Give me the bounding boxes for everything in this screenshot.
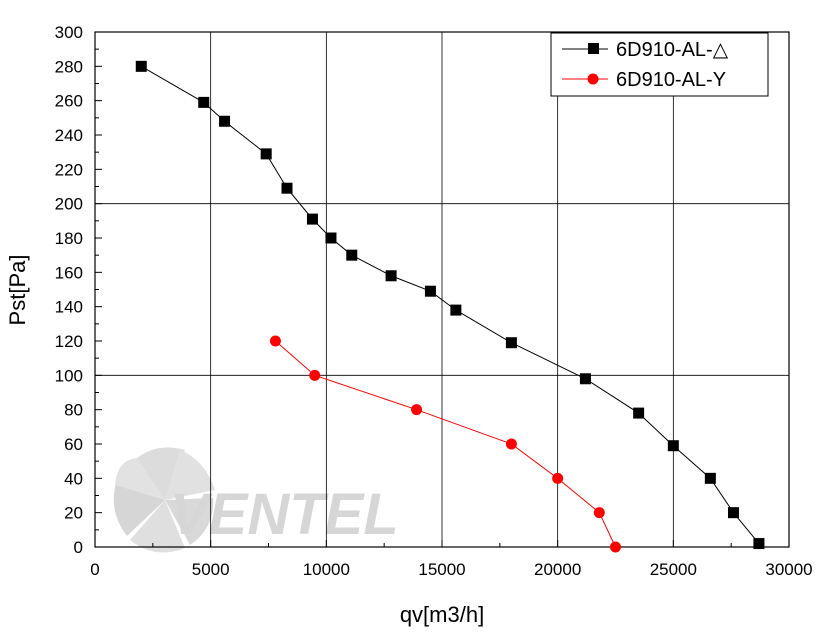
series-1-point xyxy=(281,182,293,194)
y-tick-label: 160 xyxy=(55,263,83,282)
x-tick-label: 20000 xyxy=(534,560,581,579)
series-1-point xyxy=(667,440,679,452)
legend-marker-square xyxy=(588,43,599,54)
series-1-point xyxy=(727,507,739,519)
y-tick-label: 180 xyxy=(55,229,83,248)
series-2-point xyxy=(411,404,423,416)
y-tick-label: 100 xyxy=(55,366,83,385)
y-tick-label: 20 xyxy=(64,504,83,523)
y-axis: 0 20 40 60 80 100 120 140 160 180 200 220 240 260 280 3… xyxy=(55,23,102,557)
y-axis-title: Pst[Pa] xyxy=(5,255,30,326)
x-tick-label: 5000 xyxy=(192,560,230,579)
legend-label-series-2: 6D910-AL-Y xyxy=(616,69,726,91)
watermark-text-gray: VENTEL xyxy=(170,482,399,547)
y-tick-label: 40 xyxy=(64,469,83,488)
series-2-point xyxy=(610,541,621,553)
y-tick-label: 60 xyxy=(64,435,83,454)
series-1-point xyxy=(450,304,462,316)
legend-label-series-1: 6D910-AL-△ xyxy=(616,39,729,61)
x-tick-label: 0 xyxy=(90,560,99,579)
x-tick-label: 10000 xyxy=(303,560,350,579)
y-tick-label: 120 xyxy=(55,332,83,351)
y-tick-label: 200 xyxy=(55,195,83,214)
series-1-point xyxy=(704,472,716,484)
series-1-point xyxy=(385,270,397,282)
series-1-point xyxy=(579,373,591,385)
fan-logo-icon xyxy=(113,447,215,553)
series-2-point xyxy=(269,335,281,347)
series-2-point xyxy=(593,507,605,519)
series-2-point xyxy=(309,369,321,381)
series-1-point xyxy=(633,407,645,419)
series-1-point xyxy=(306,213,318,225)
series-1-point xyxy=(753,538,765,550)
y-tick-label: 140 xyxy=(55,298,83,317)
series-1-point xyxy=(219,115,231,127)
x-axis: 0 5000 10000 15000 20000 25000 30000 xyxy=(90,540,813,579)
x-tick-label: 15000 xyxy=(418,560,465,579)
legend-box xyxy=(550,32,769,97)
x-axis-title: qv[m3/h] xyxy=(400,602,484,627)
gridlines xyxy=(95,32,789,547)
y-tick-label: 280 xyxy=(55,57,83,76)
series-1-point xyxy=(135,60,147,72)
series-1-point xyxy=(260,148,272,160)
series-2-point xyxy=(505,438,517,450)
series-1-point xyxy=(424,285,436,297)
x-tick-label: 30000 xyxy=(765,560,812,579)
series-1-point xyxy=(198,96,210,108)
series-1-point xyxy=(346,249,358,261)
series-1-line xyxy=(141,65,760,544)
legend-marker-circle xyxy=(587,73,599,85)
series-1-point xyxy=(325,232,337,244)
legend: 6D910-AL-△ 6D910-AL-Y xyxy=(550,32,769,97)
y-tick-label: 220 xyxy=(55,160,83,179)
y-tick-label: 240 xyxy=(55,126,83,145)
x-tick-label: 25000 xyxy=(650,560,697,579)
y-tick-label: 80 xyxy=(64,401,83,420)
y-tick-label: 300 xyxy=(55,23,83,42)
y-tick-label: 0 xyxy=(74,538,83,557)
series-2-point xyxy=(552,472,564,484)
y-tick-label: 260 xyxy=(55,92,83,111)
watermark-logo: VENTEL xyxy=(113,447,399,553)
series-1-point xyxy=(505,337,517,349)
series-layer xyxy=(135,60,765,553)
